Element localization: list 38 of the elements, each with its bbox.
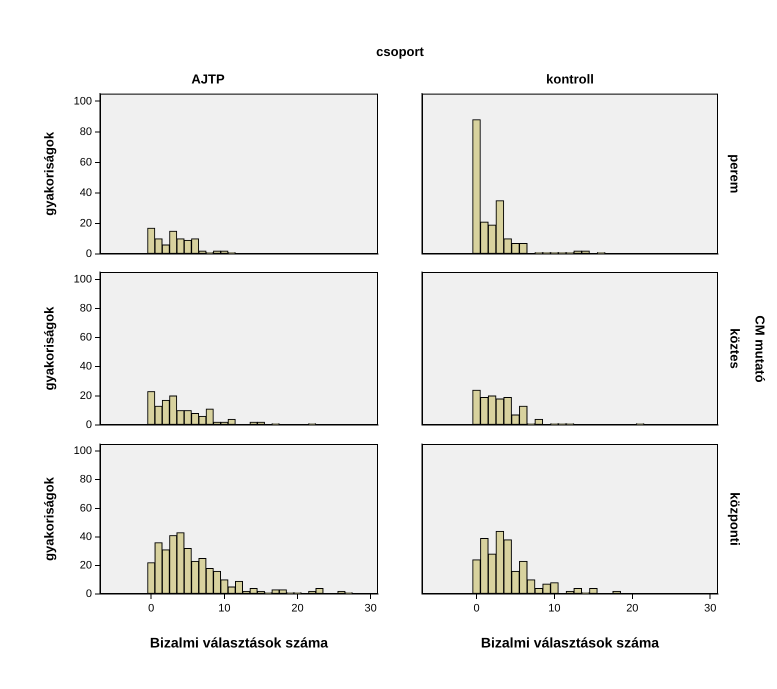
y-tick-label: 100 xyxy=(74,445,92,458)
y-tick-label: 60 xyxy=(80,332,92,344)
y-tick-label: 100 xyxy=(74,273,92,286)
text: csoport xyxy=(376,44,424,59)
chart-title: AJTP xyxy=(191,71,225,86)
y-tick-label: 40 xyxy=(80,186,92,199)
y-tick-label: 60 xyxy=(80,156,92,168)
y-axis-title: gyakoriságok xyxy=(41,476,56,561)
text: CM mutató xyxy=(752,314,768,382)
x-tick-label: 0 xyxy=(473,602,480,615)
x-tick-label: 30 xyxy=(704,602,716,615)
x-axis-title: Bizalmi választások száma xyxy=(480,634,660,650)
y-tick-label: 20 xyxy=(80,559,92,572)
y-tick-label: 40 xyxy=(80,530,92,543)
y2-axis-title: perem xyxy=(727,154,742,194)
x-tick-label: 20 xyxy=(291,602,304,615)
y2-axis-title: központi xyxy=(727,492,742,546)
y-tick-label: 0 xyxy=(86,248,92,260)
x-axis-title: Bizalmi választások száma xyxy=(150,634,328,650)
y-tick-label: 0 xyxy=(86,588,92,600)
y-axis-title: gyakoriságok xyxy=(41,306,56,390)
chart-title: kontroll xyxy=(546,71,594,86)
y-tick-label: 20 xyxy=(80,390,92,402)
y-tick-label: 0 xyxy=(86,419,92,432)
y-tick-label: 80 xyxy=(80,126,92,138)
x-tick-label: 20 xyxy=(626,602,638,615)
y-tick-label: 80 xyxy=(80,302,92,314)
y2-axis-title: köztes xyxy=(727,328,742,369)
y-tick-label: 60 xyxy=(80,502,92,514)
x-tick-label: 10 xyxy=(218,602,230,615)
y-tick-label: 20 xyxy=(80,217,92,230)
y-tick-label: 100 xyxy=(74,95,92,108)
x-tick-label: 0 xyxy=(148,602,154,615)
x-tick-label: 10 xyxy=(548,602,561,615)
y-tick-label: 80 xyxy=(80,474,92,486)
x-tick-label: 30 xyxy=(364,602,377,615)
y-axis-title: gyakoriságok xyxy=(41,131,56,216)
y-tick-label: 40 xyxy=(80,360,92,373)
